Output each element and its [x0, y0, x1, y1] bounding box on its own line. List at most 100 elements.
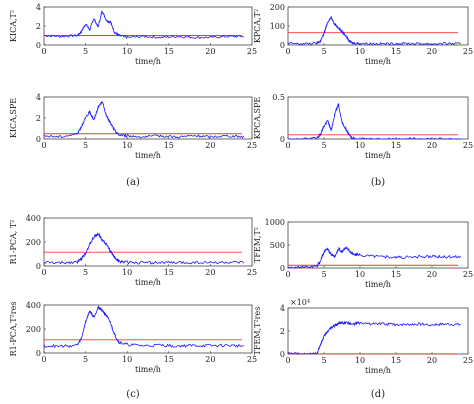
x-tick-label: 0 — [41, 355, 46, 364]
x-tick-label: 5 — [83, 268, 88, 277]
x-axis-label: time/h — [135, 151, 161, 160]
y-tick-label: 200 — [26, 325, 41, 334]
series-line — [287, 246, 462, 269]
axes-frame — [43, 6, 253, 46]
x-axis-label: time/h — [365, 151, 391, 160]
x-tick-label: 5 — [321, 270, 326, 279]
chart-panel-a-bottom: 0 5 10 15 20 25 0 2 4 time/h KICA,SPE — [9, 93, 257, 160]
x-axis-label: time/h — [135, 278, 161, 287]
axes-frame — [287, 6, 469, 46]
x-tick-label: 5 — [321, 47, 326, 56]
x-tick-label: 20 — [427, 141, 437, 150]
x-axis-label: time/h — [135, 57, 161, 66]
axes-frame — [287, 96, 469, 140]
x-tick-label: 15 — [391, 356, 401, 365]
y-tick-label: 4 — [280, 304, 285, 313]
x-tick-label: 20 — [205, 141, 215, 150]
y-tick-label: 0 — [36, 135, 41, 144]
series-line — [43, 101, 245, 139]
series-line — [288, 102, 461, 140]
chart-panel-c-bottom: 0 5 10 15 20 25 0 200 400 time/h R1-PCA,T²res — [9, 301, 257, 374]
y-axis-label: KICA,SPE — [9, 98, 18, 138]
y-axis-label: KICA,T² — [9, 10, 18, 42]
y-axis-label: KPCA,T² — [253, 9, 262, 43]
y-tick-label: 0 — [280, 41, 285, 50]
x-tick-label: 15 — [164, 355, 174, 364]
y-axis-label: R1-PCA,T²res — [9, 302, 18, 357]
axes-frame — [43, 304, 253, 354]
x-tick-label: 0 — [41, 268, 46, 277]
x-tick-label: 0 — [285, 270, 290, 279]
x-tick-label: 25 — [247, 141, 257, 150]
x-tick-label: 20 — [205, 355, 215, 364]
x-tick-label: 0 — [285, 47, 290, 56]
y-tick-label: 1000 — [265, 218, 285, 227]
series-line — [287, 320, 461, 355]
y-tick-label: 0 — [36, 262, 41, 271]
x-tick-label: 15 — [391, 141, 401, 150]
x-tick-label: 25 — [247, 268, 257, 277]
x-tick-label: 10 — [355, 141, 365, 150]
y-tick-label: 500 — [270, 241, 285, 250]
x-tick-label: 20 — [205, 47, 215, 56]
x-tick-label: 0 — [285, 141, 290, 150]
subfigure-caption: (b) — [371, 177, 385, 188]
y-tick-label: 200 — [26, 238, 41, 247]
x-axis-label: time/h — [365, 280, 391, 289]
axes-frame — [287, 307, 469, 355]
x-tick-label: 15 — [164, 47, 174, 56]
series-line — [287, 16, 461, 46]
x-tick-label: 20 — [205, 268, 215, 277]
series-line — [43, 232, 245, 265]
x-tick-label: 20 — [427, 270, 437, 279]
chart-panel-b-top: 0 5 10 15 20 25 0 100 200 time/h KPCA,T² — [253, 3, 473, 66]
y-tick-label: 0 — [280, 135, 285, 144]
subfigure-caption: (d) — [371, 389, 385, 400]
x-tick-label: 10 — [122, 355, 132, 364]
x-tick-label: 25 — [247, 355, 257, 364]
x-tick-label: 15 — [164, 141, 174, 150]
chart-panel-d-top: 0 5 10 15 20 25 0 500 1000 time/h TFEM,T² — [253, 218, 473, 289]
x-tick-label: 15 — [391, 270, 401, 279]
x-tick-label: 25 — [463, 47, 473, 56]
y-tick-label: 0 — [36, 41, 41, 50]
y-tick-label: 2 — [36, 22, 41, 31]
x-tick-label: 25 — [463, 270, 473, 279]
x-tick-label: 5 — [321, 141, 326, 150]
x-tick-label: 5 — [83, 355, 88, 364]
subfigure-caption: (c) — [126, 389, 140, 400]
x-tick-label: 5 — [83, 141, 88, 150]
x-tick-label: 0 — [285, 356, 290, 365]
subfigure-caption: (a) — [126, 177, 140, 188]
x-axis-label: time/h — [135, 365, 161, 374]
series-line — [43, 305, 244, 349]
x-tick-label: 10 — [122, 268, 132, 277]
x-tick-label: 10 — [355, 356, 365, 365]
x-tick-label: 10 — [355, 47, 365, 56]
chart-panel-a-top: 0 5 10 15 20 25 0 2 4 time/h KICA,T² — [9, 3, 257, 66]
axes-frame — [287, 221, 469, 269]
x-tick-label: 5 — [321, 356, 326, 365]
y-tick-label: 0.5 — [272, 93, 285, 102]
x-tick-label: 20 — [427, 47, 437, 56]
y-tick-label: 2 — [280, 327, 285, 336]
y-axis-label: TFEM,T² — [253, 227, 262, 263]
chart-panel-c-top: 0 5 10 15 20 25 0 200 400 time/h R1-PCA, T² — [9, 214, 257, 287]
y-tick-label: 400 — [26, 301, 41, 310]
x-tick-label: 25 — [247, 47, 257, 56]
axes-frame — [43, 217, 253, 267]
x-tick-label: 25 — [463, 141, 473, 150]
x-tick-label: 25 — [463, 356, 473, 365]
y-tick-label: 100 — [270, 22, 285, 31]
y-tick-label: 4 — [36, 93, 41, 102]
x-axis-label: time/h — [365, 366, 391, 375]
x-tick-label: 10 — [122, 141, 132, 150]
x-tick-label: 0 — [41, 47, 46, 56]
y-axis-label: R1-PCA, T² — [9, 220, 18, 265]
y-tick-label: 0 — [280, 264, 285, 273]
y-tick-label: 2 — [36, 114, 41, 123]
x-tick-label: 10 — [122, 47, 132, 56]
y-axis-label: TFEM,T²res — [253, 307, 262, 356]
x-tick-label: 15 — [164, 268, 174, 277]
